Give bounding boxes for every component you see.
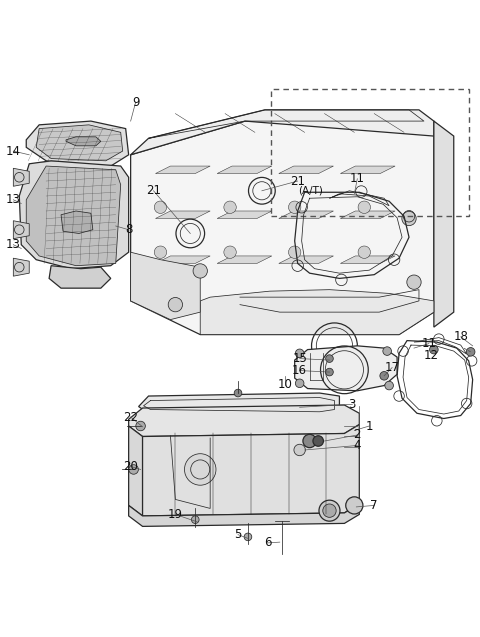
Circle shape — [234, 389, 242, 397]
Polygon shape — [156, 211, 210, 218]
Text: 17: 17 — [384, 361, 400, 374]
Polygon shape — [129, 426, 143, 516]
Circle shape — [380, 371, 388, 380]
Polygon shape — [13, 221, 29, 239]
Polygon shape — [66, 137, 101, 146]
Polygon shape — [131, 121, 434, 334]
Text: 21: 21 — [146, 184, 161, 197]
Circle shape — [244, 533, 252, 541]
Circle shape — [346, 497, 363, 514]
Polygon shape — [49, 266, 111, 288]
Polygon shape — [156, 256, 210, 264]
Circle shape — [295, 379, 304, 387]
Circle shape — [467, 348, 475, 356]
Text: (A/T): (A/T) — [298, 186, 323, 196]
Polygon shape — [295, 346, 397, 390]
Circle shape — [136, 421, 145, 431]
Text: 22: 22 — [123, 410, 138, 424]
Polygon shape — [61, 211, 93, 234]
Polygon shape — [279, 211, 334, 218]
Polygon shape — [200, 290, 434, 334]
Polygon shape — [13, 168, 29, 186]
Text: 20: 20 — [123, 460, 138, 473]
Circle shape — [313, 436, 324, 447]
Circle shape — [323, 504, 336, 517]
Text: 6: 6 — [264, 536, 272, 549]
Circle shape — [192, 516, 199, 524]
Polygon shape — [340, 166, 395, 173]
Text: 18: 18 — [453, 331, 468, 343]
Polygon shape — [279, 166, 334, 173]
Polygon shape — [131, 252, 200, 320]
Circle shape — [319, 500, 340, 521]
Polygon shape — [36, 125, 123, 161]
Text: 11: 11 — [350, 172, 365, 185]
Polygon shape — [13, 258, 29, 276]
Circle shape — [430, 345, 438, 354]
Text: 12: 12 — [423, 349, 438, 362]
Circle shape — [224, 246, 236, 259]
Circle shape — [295, 349, 304, 357]
Text: 14: 14 — [6, 145, 21, 157]
Polygon shape — [217, 166, 272, 173]
Polygon shape — [139, 393, 339, 413]
Text: 1: 1 — [365, 420, 373, 433]
Circle shape — [184, 454, 216, 485]
Text: 2: 2 — [354, 429, 361, 441]
Polygon shape — [217, 211, 272, 218]
Text: 5: 5 — [234, 528, 242, 541]
Text: 16: 16 — [292, 364, 307, 377]
Circle shape — [358, 246, 371, 259]
Text: 4: 4 — [354, 439, 361, 452]
Circle shape — [383, 347, 391, 355]
Circle shape — [294, 444, 305, 455]
Polygon shape — [26, 166, 120, 266]
Text: 13: 13 — [6, 238, 21, 251]
Polygon shape — [156, 166, 210, 173]
Polygon shape — [19, 161, 129, 269]
Circle shape — [325, 368, 333, 376]
Circle shape — [154, 246, 167, 259]
Circle shape — [154, 201, 167, 213]
Circle shape — [303, 434, 316, 448]
Circle shape — [193, 264, 207, 278]
Polygon shape — [279, 256, 334, 264]
Circle shape — [288, 246, 301, 259]
Polygon shape — [434, 121, 454, 327]
Text: 19: 19 — [168, 508, 183, 521]
Circle shape — [402, 211, 416, 225]
Polygon shape — [143, 424, 360, 516]
Circle shape — [224, 201, 236, 213]
Circle shape — [358, 201, 371, 213]
Circle shape — [168, 297, 182, 311]
Polygon shape — [129, 504, 360, 526]
Text: 21: 21 — [290, 175, 305, 187]
Text: 7: 7 — [371, 499, 378, 512]
Circle shape — [385, 382, 394, 390]
Polygon shape — [129, 405, 360, 436]
Circle shape — [325, 355, 333, 362]
Polygon shape — [217, 256, 272, 264]
Polygon shape — [26, 121, 129, 168]
Circle shape — [407, 275, 421, 289]
Text: 15: 15 — [292, 352, 307, 365]
Text: 11: 11 — [421, 337, 436, 350]
Text: 8: 8 — [125, 223, 132, 236]
Text: 3: 3 — [348, 397, 356, 411]
Polygon shape — [340, 211, 395, 218]
Polygon shape — [340, 256, 395, 264]
Text: 10: 10 — [277, 378, 292, 391]
Text: 13: 13 — [6, 193, 21, 206]
Circle shape — [288, 201, 301, 213]
Text: 9: 9 — [132, 96, 139, 109]
Circle shape — [129, 464, 138, 474]
Polygon shape — [131, 110, 434, 155]
